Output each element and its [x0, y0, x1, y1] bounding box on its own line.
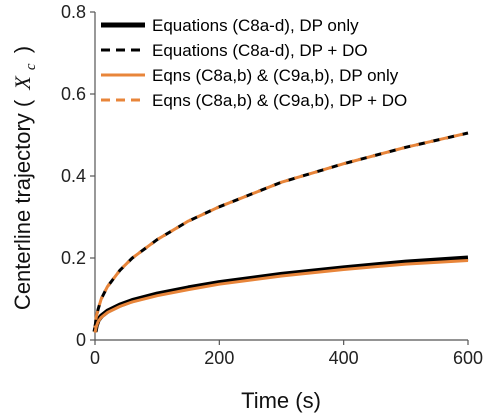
legend-label: Equations (C8a-d), DP only	[152, 16, 359, 35]
x-tick-label: 600	[453, 348, 483, 368]
y-axis-title-symbol: X	[10, 75, 35, 91]
y-tick-label: 0.8	[61, 2, 86, 22]
y-axis-title-close: )	[10, 46, 35, 53]
series-line-2	[93, 131, 469, 328]
y-axis-ticks: 0 0.2 0.4 0.6 0.8	[61, 2, 95, 350]
legend-label: Eqns (C8a,b) & (C9a,b), DP only	[152, 66, 399, 85]
series-lines	[92, 131, 469, 333]
x-tick-label: 200	[204, 348, 234, 368]
y-tick-label: 0.2	[61, 248, 86, 268]
y-axis-title: Centerline trajectory ( X c )	[10, 46, 40, 310]
series-line-3	[93, 259, 469, 333]
x-axis-title: Time (s)	[241, 388, 321, 413]
legend: Equations (C8a-d), DP only Equations (C8a…	[101, 16, 407, 110]
x-tick-label: 400	[329, 348, 359, 368]
y-axis-title-subscript: c	[23, 63, 39, 70]
plot-area	[94, 12, 468, 341]
x-tick-label: 0	[90, 348, 100, 368]
x-axis-ticks: 0 200 400 600	[90, 340, 483, 368]
legend-label: Equations (C8a-d), DP + DO	[152, 41, 368, 60]
series-line-1	[92, 255, 469, 333]
y-tick-label: 0.4	[61, 166, 86, 186]
y-tick-label: 0	[76, 330, 86, 350]
y-axis-title-text: Centerline trajectory (	[10, 99, 35, 310]
legend-label: Eqns (C8a,b) & (C9a,b), DP + DO	[152, 91, 407, 110]
y-tick-label: 0.6	[61, 84, 86, 104]
